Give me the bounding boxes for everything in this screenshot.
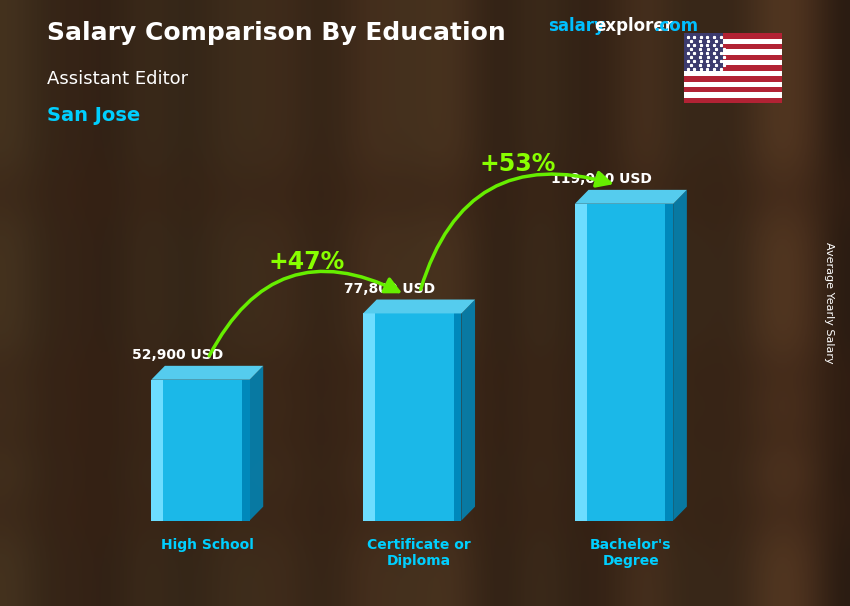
Bar: [684, 71, 782, 76]
Bar: [684, 76, 782, 82]
Polygon shape: [151, 380, 163, 521]
Text: Bachelor's
Degree: Bachelor's Degree: [590, 538, 672, 568]
Bar: [684, 92, 782, 98]
Bar: [684, 87, 782, 92]
Polygon shape: [250, 366, 264, 521]
Polygon shape: [462, 299, 475, 521]
Bar: [684, 44, 782, 50]
Polygon shape: [151, 366, 264, 380]
Bar: [684, 98, 782, 103]
Polygon shape: [666, 204, 673, 521]
Polygon shape: [241, 380, 250, 521]
Bar: [684, 65, 782, 71]
Text: Salary Comparison By Education: Salary Comparison By Education: [47, 21, 506, 45]
Bar: [684, 60, 782, 65]
Text: explorer: explorer: [594, 17, 673, 35]
Polygon shape: [673, 190, 687, 521]
Text: Assistant Editor: Assistant Editor: [47, 70, 188, 88]
Polygon shape: [363, 299, 475, 313]
Bar: [684, 55, 782, 60]
Text: 52,900 USD: 52,900 USD: [132, 348, 224, 362]
Polygon shape: [575, 190, 687, 204]
Polygon shape: [454, 313, 462, 521]
Text: Average Yearly Salary: Average Yearly Salary: [824, 242, 834, 364]
Polygon shape: [575, 204, 586, 521]
Text: Certificate or
Diploma: Certificate or Diploma: [367, 538, 471, 568]
Text: 77,800 USD: 77,800 USD: [344, 282, 435, 296]
Text: +47%: +47%: [269, 250, 344, 274]
Polygon shape: [586, 204, 673, 521]
Text: 119,000 USD: 119,000 USD: [551, 172, 652, 187]
Bar: [684, 33, 723, 71]
Bar: [684, 50, 782, 55]
Polygon shape: [163, 380, 250, 521]
Text: .com: .com: [654, 17, 699, 35]
Bar: [684, 82, 782, 87]
Bar: [684, 39, 782, 44]
Text: San Jose: San Jose: [47, 106, 140, 125]
Text: High School: High School: [161, 538, 253, 552]
Text: +53%: +53%: [480, 152, 557, 176]
Text: salary: salary: [548, 17, 605, 35]
Polygon shape: [375, 313, 462, 521]
Polygon shape: [363, 313, 375, 521]
Bar: [684, 33, 782, 39]
